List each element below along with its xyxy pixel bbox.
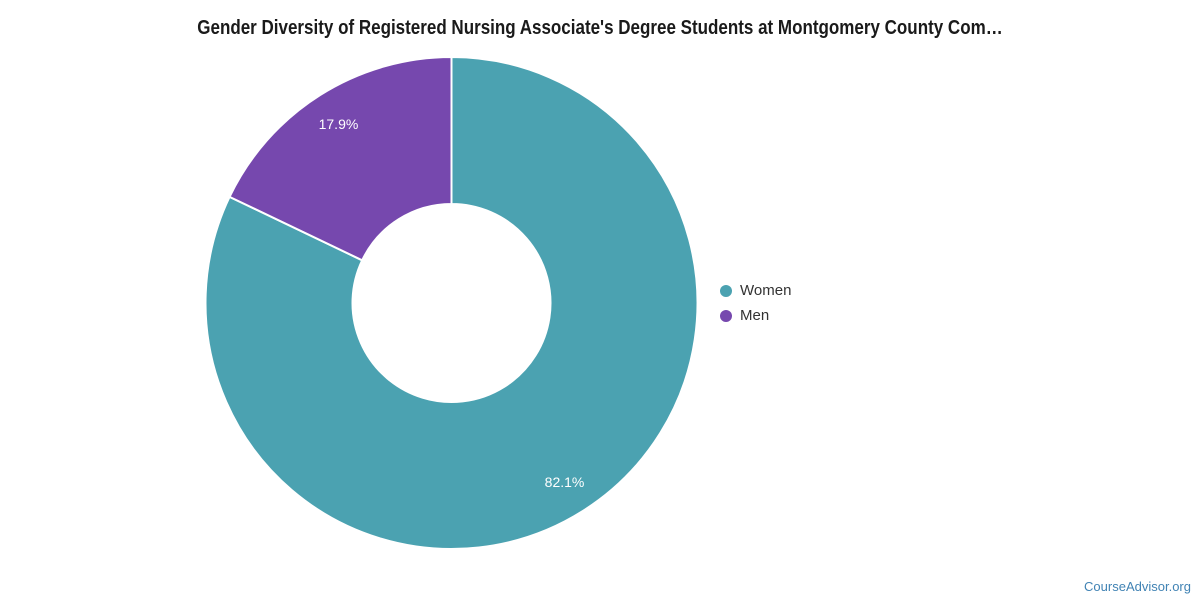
courseadvisor-link[interactable]: CourseAdvisor.org <box>1084 579 1191 594</box>
chart-title: Gender Diversity of Registered Nursing A… <box>197 17 1003 39</box>
pie-slice-men[interactable] <box>228 56 453 262</box>
legend: Women Men <box>720 278 791 328</box>
legend-label-men: Men <box>740 307 770 324</box>
legend-marker-men-icon <box>720 309 732 322</box>
legend-label-women: Women <box>740 282 792 299</box>
legend-item-men[interactable]: Men <box>720 303 791 328</box>
pie-slice-women[interactable] <box>204 56 699 550</box>
legend-item-women[interactable]: Women <box>720 278 791 303</box>
legend-marker-women-icon <box>720 284 732 297</box>
